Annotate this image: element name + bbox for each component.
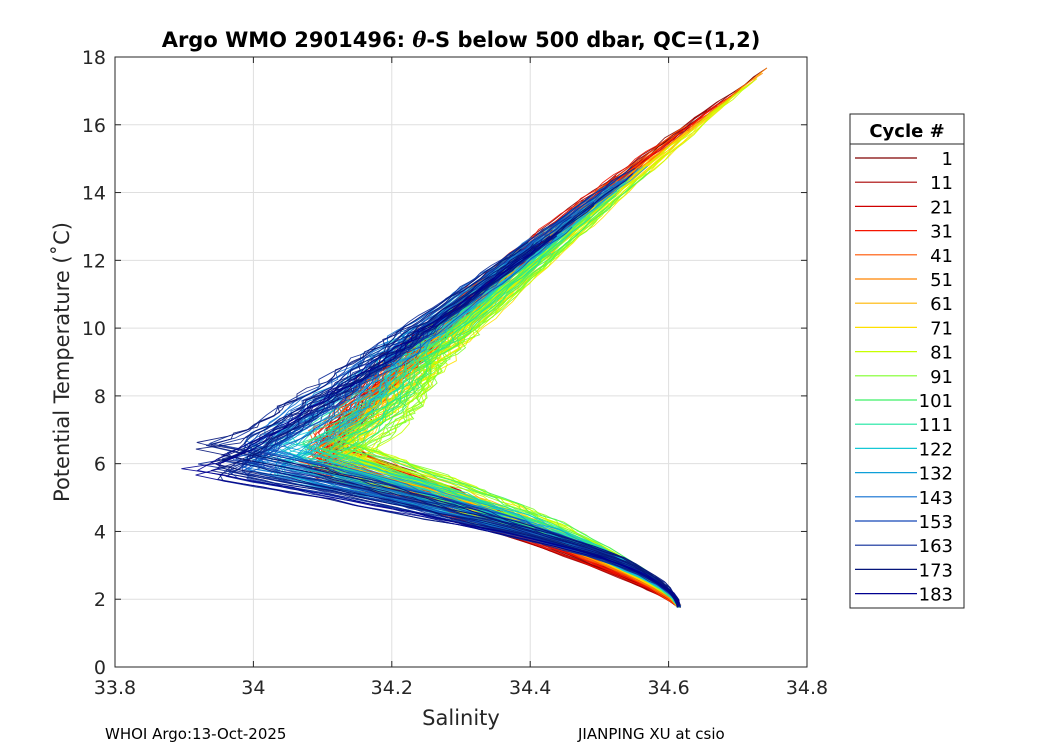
profile-line-cycle-181 — [196, 235, 681, 607]
legend-label: 21 — [930, 197, 953, 218]
profile-line-cycle-100 — [338, 220, 681, 606]
legend-label: 163 — [919, 536, 953, 557]
legend-label: 41 — [930, 246, 953, 267]
grid-lines — [114, 56, 808, 668]
profile-line-cycle-93 — [345, 262, 678, 608]
legend-label: 11 — [930, 173, 953, 194]
profile-line-cycle-153 — [242, 235, 679, 607]
footer-author: JIANPING XU at csio — [578, 725, 725, 743]
legend-label: 1 — [942, 149, 953, 170]
legend-label: 71 — [930, 318, 953, 339]
chart-title: Argo WMO 2901496: θ-S below 500 dbar, QC… — [162, 27, 761, 52]
y-tick-label: 14 — [82, 183, 106, 205]
legend-label: 122 — [919, 439, 953, 460]
legend-label: 153 — [919, 512, 953, 533]
x-tick-label: 34.2 — [371, 677, 413, 699]
profile-line-cycle-183 — [195, 247, 680, 607]
y-tick-label: 6 — [94, 454, 106, 476]
y-axis-label: Potential Temperature (˚C) — [50, 222, 74, 502]
y-tick-label: 18 — [82, 47, 106, 69]
profile-line-cycle-177 — [196, 242, 679, 607]
x-tick-label: 34.4 — [509, 677, 551, 699]
legend-label: 81 — [930, 343, 953, 364]
y-tick-label: 12 — [82, 250, 106, 272]
y-tick-label: 0 — [94, 657, 106, 679]
y-tick-label: 4 — [94, 521, 106, 543]
profile-line-cycle-178 — [210, 248, 679, 606]
profile-line-cycle-175 — [214, 201, 679, 605]
x-tick-label: 34.8 — [786, 677, 828, 699]
legend-label: 51 — [930, 270, 953, 291]
y-tick-label: 8 — [94, 386, 106, 408]
legend-label: 91 — [930, 367, 953, 388]
legend-label: 143 — [919, 488, 953, 509]
y-tick-label: 10 — [82, 318, 106, 340]
legend-label: 183 — [919, 585, 953, 606]
profile-line-cycle-171 — [210, 173, 679, 608]
plot-frame — [114, 56, 808, 668]
footer-source: WHOI Argo:13-Oct-2025 — [105, 725, 287, 743]
x-tick-label: 34 — [241, 677, 265, 699]
legend-title: Cycle # — [869, 121, 944, 142]
legend-box — [849, 113, 965, 609]
y-tick-label: 2 — [94, 589, 106, 611]
legend-label: 111 — [919, 415, 953, 436]
profile-line-cycle-180 — [195, 243, 680, 607]
x-tick-label: 34.6 — [647, 677, 689, 699]
x-tick-label: 33.8 — [94, 677, 136, 699]
legend-entries: 1112131415161718191101111122132143153163… — [855, 149, 953, 606]
legend: Cycle # 11121314151617181911011111221321… — [849, 113, 965, 609]
legend-label: 31 — [930, 222, 953, 243]
x-axis-label: Salinity — [422, 706, 500, 730]
profile-lines — [181, 67, 768, 609]
legend-label: 132 — [919, 464, 953, 485]
legend-label: 173 — [919, 560, 953, 581]
legend-label: 61 — [930, 294, 953, 315]
legend-label: 101 — [919, 391, 953, 412]
y-tick-label: 16 — [82, 115, 106, 137]
axis-ticks: 33.8 34 34.2 34.4 34.6 34.8 0 2 4 6 8 10 12 14 16 18 — [82, 47, 828, 699]
